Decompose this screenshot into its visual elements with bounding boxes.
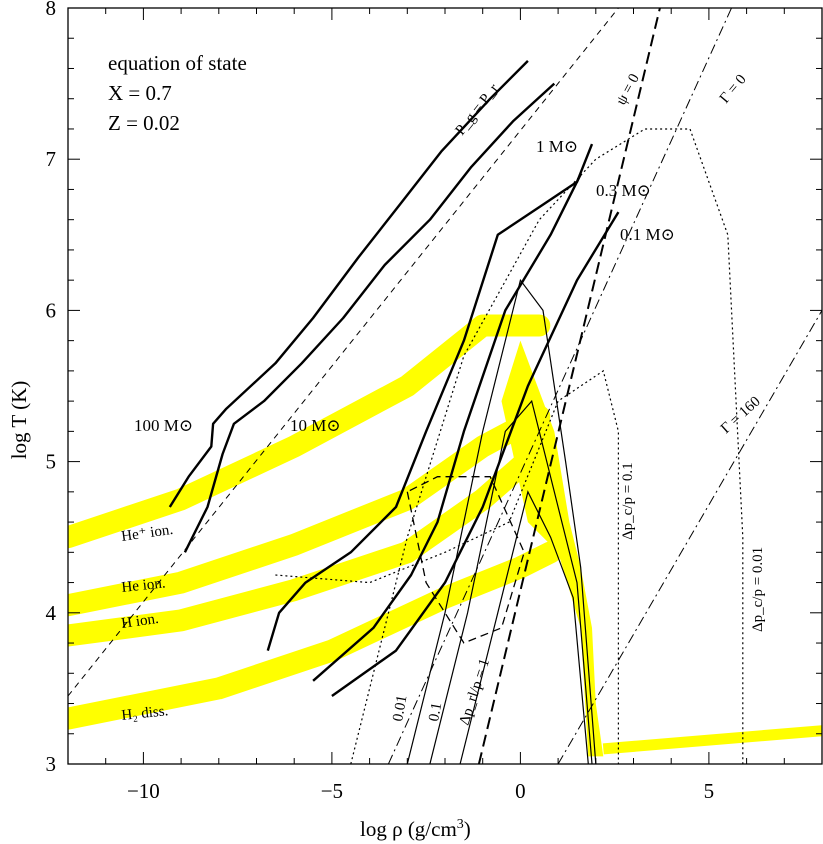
band-cap xyxy=(501,340,604,757)
contour-1 xyxy=(429,399,593,764)
label-0.01: 0.01 xyxy=(390,694,410,723)
stellar-tracks xyxy=(168,60,620,697)
track-0 xyxy=(168,60,529,508)
y-tick-label: 7 xyxy=(46,147,57,171)
legend-line-2: X = 0.7 xyxy=(108,81,172,105)
legend-line-1: equation of state xyxy=(108,51,247,75)
label-he-ion: He ion. xyxy=(121,575,167,596)
x-tick-label: −10 xyxy=(127,779,160,803)
label-he-plus-ion: He⁺ ion. xyxy=(120,522,174,545)
label-01msun: 0.1 M⊙ xyxy=(620,225,675,244)
label-dpc-0.1: Δp_c/p = 0.1 xyxy=(620,462,636,540)
band-1 xyxy=(68,405,551,617)
axis-ticks: −10 −5 0 5 3 4 5 6 7 8 xyxy=(46,0,823,803)
ref-line-3 xyxy=(557,310,822,764)
track-2 xyxy=(266,143,594,651)
ref-line-1 xyxy=(477,8,661,764)
y-tick-label: 8 xyxy=(46,0,57,20)
y-tick-label: 3 xyxy=(46,752,57,776)
ref-line-2 xyxy=(387,8,732,764)
ref-line-0 xyxy=(68,8,619,697)
x-tick-label: 0 xyxy=(515,779,526,803)
reference-lines xyxy=(68,8,822,764)
label-03msun: 0.3 M⊙ xyxy=(596,181,651,200)
band-3 xyxy=(68,541,562,730)
y-tick-label: 5 xyxy=(46,450,57,474)
label-dpc-0.01: Δp_c/p = 0.01 xyxy=(750,547,766,632)
misc-curves xyxy=(275,128,744,764)
track-4 xyxy=(331,211,620,697)
label-100msun: 100 M⊙ xyxy=(134,416,193,435)
label-h-ion: H ion. xyxy=(120,611,159,632)
y-axis-label: log T (K) xyxy=(7,381,31,460)
x-tick-label: −5 xyxy=(321,779,343,803)
contour-0 xyxy=(406,278,597,764)
track-3 xyxy=(312,173,582,682)
label-pg-pr: P_g = P_r xyxy=(453,81,503,138)
label-h2-diss: H₂ diss. xyxy=(121,703,169,724)
label-psi-0: ψ = 0 xyxy=(613,71,643,108)
label-gamma-0: Γ = 0 xyxy=(717,72,750,107)
label-dprl-1: Δp_rl/p = 1 xyxy=(457,657,494,728)
x-tick-label: 5 xyxy=(704,779,715,803)
band-strip xyxy=(602,725,822,755)
contour-5 xyxy=(406,476,525,644)
contour-2 xyxy=(459,490,589,764)
label-gamma-160: Γ = 160 xyxy=(718,394,764,437)
legend-line-3: Z = 0.02 xyxy=(108,111,180,135)
label-1msun: 1 M⊙ xyxy=(536,137,578,156)
y-tick-label: 6 xyxy=(46,298,57,322)
track-1 xyxy=(183,82,556,553)
label-10msun: 10 M⊙ xyxy=(290,416,341,435)
label-0.1: 0.1 xyxy=(426,701,445,722)
x-axis-label: log ρ (g/cm3) xyxy=(360,817,471,841)
ionization-bands xyxy=(68,314,822,757)
contour-4 xyxy=(275,369,619,764)
y-tick-label: 4 xyxy=(46,601,57,625)
band-0 xyxy=(68,314,551,549)
contour-3 xyxy=(350,128,744,764)
